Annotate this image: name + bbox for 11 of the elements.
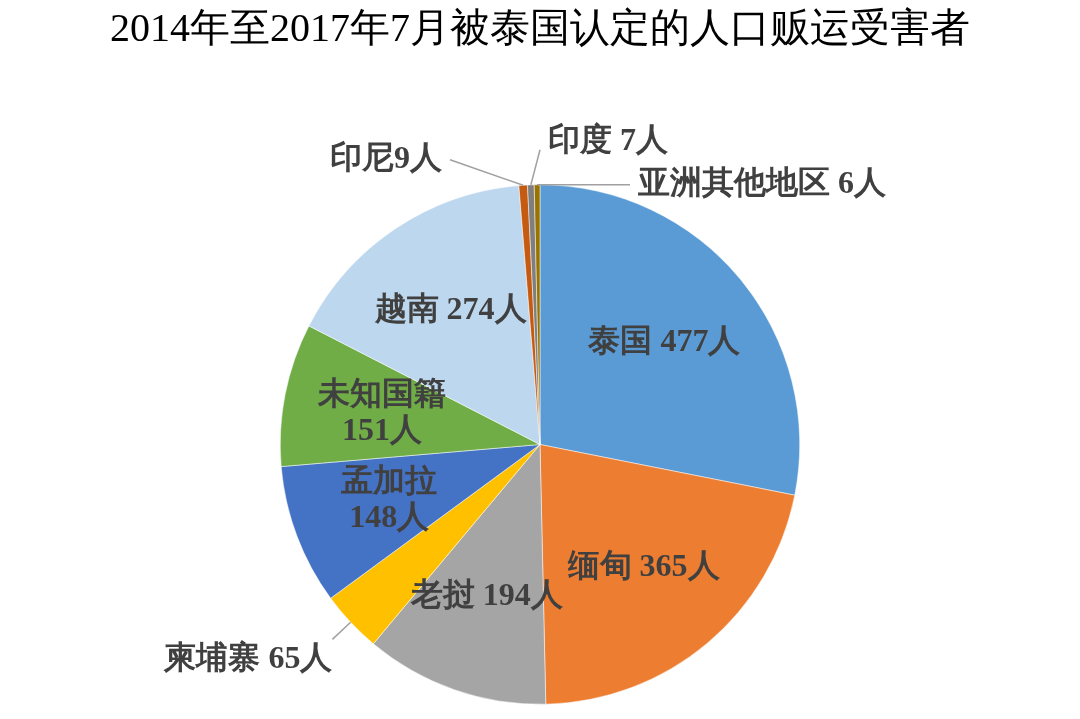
- slice-label: 缅甸 365人: [566, 547, 721, 584]
- slice-label: 柬埔寨 65人: [163, 638, 334, 675]
- slice-label: 越南 274人: [373, 289, 528, 326]
- chart-title: 2014年至2017年7月被泰国认定的人口贩运受害者: [109, 4, 971, 52]
- slice-label: 泰国 477人: [587, 321, 742, 358]
- slice-label: 印度 7人: [548, 121, 669, 158]
- slice-label: 印尼9人: [330, 139, 443, 176]
- slice-label: 孟加拉: [340, 462, 438, 499]
- slice-label: 亚洲其他地区 6人: [637, 164, 887, 201]
- data-label: 151人: [341, 410, 423, 447]
- data-label: 148人: [349, 498, 431, 535]
